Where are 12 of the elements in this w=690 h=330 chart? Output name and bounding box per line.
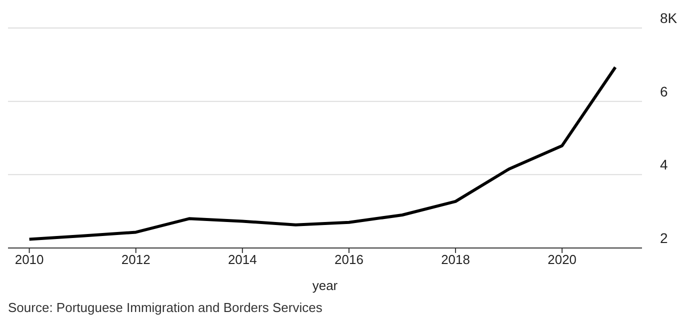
y-tick-label: 8K (660, 10, 678, 26)
source-note: Source: Portuguese Immigration and Borders Services (8, 300, 324, 315)
x-tick-label: 2020 (548, 252, 577, 268)
x-tick-label: 2010 (14, 252, 44, 268)
x-tick-label: 2014 (228, 252, 257, 268)
y-tick-label: 6 (660, 83, 668, 100)
x-tick-label: 2018 (441, 252, 470, 268)
x-tick-label: 2012 (121, 252, 150, 268)
x-axis-title: year (312, 278, 338, 293)
y-tick-label: 2 (660, 230, 668, 246)
y-tick-label: 4 (660, 156, 668, 173)
x-tick-label: 2016 (334, 252, 364, 268)
